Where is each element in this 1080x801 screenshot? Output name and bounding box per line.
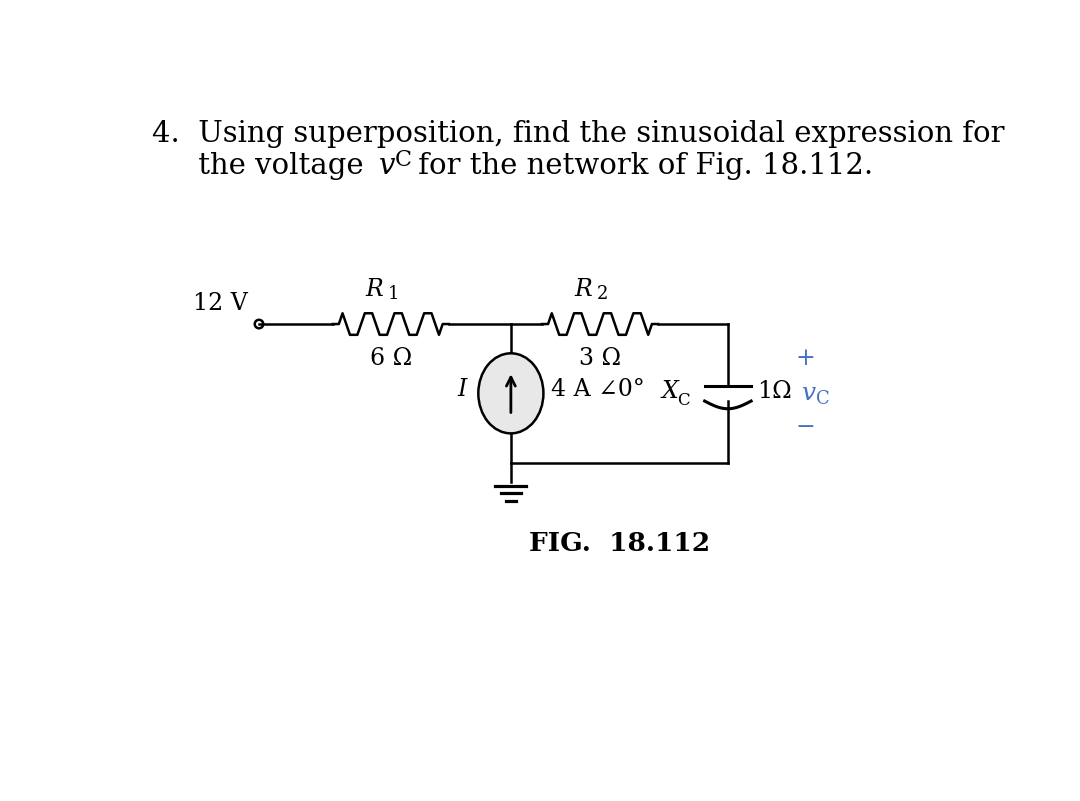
Text: +: + (796, 347, 815, 370)
Text: 2: 2 (597, 285, 608, 304)
Text: 4.  Using superposition, find the sinusoidal expression for: 4. Using superposition, find the sinusoi… (152, 120, 1004, 148)
Text: X: X (662, 380, 679, 403)
Text: R: R (575, 278, 592, 301)
Text: C: C (816, 391, 829, 409)
Text: C: C (394, 149, 411, 171)
Text: for the network of Fig. 18.112.: for the network of Fig. 18.112. (408, 152, 873, 180)
Text: 3 Ω: 3 Ω (579, 347, 621, 370)
Text: 1: 1 (388, 285, 400, 304)
Text: I: I (457, 378, 467, 401)
Text: v: v (801, 382, 815, 405)
Text: C: C (677, 392, 690, 409)
Text: R: R (365, 278, 383, 301)
Text: 12 V: 12 V (193, 292, 248, 315)
Text: v: v (379, 152, 395, 180)
Text: FIG.  18.112: FIG. 18.112 (529, 531, 710, 556)
Text: 4 A ∠0°: 4 A ∠0° (551, 378, 645, 401)
Text: 6 Ω: 6 Ω (369, 347, 411, 370)
Text: −: − (796, 417, 815, 440)
Text: the voltage: the voltage (152, 152, 373, 180)
Ellipse shape (478, 353, 543, 433)
Text: 1Ω: 1Ω (757, 380, 792, 403)
